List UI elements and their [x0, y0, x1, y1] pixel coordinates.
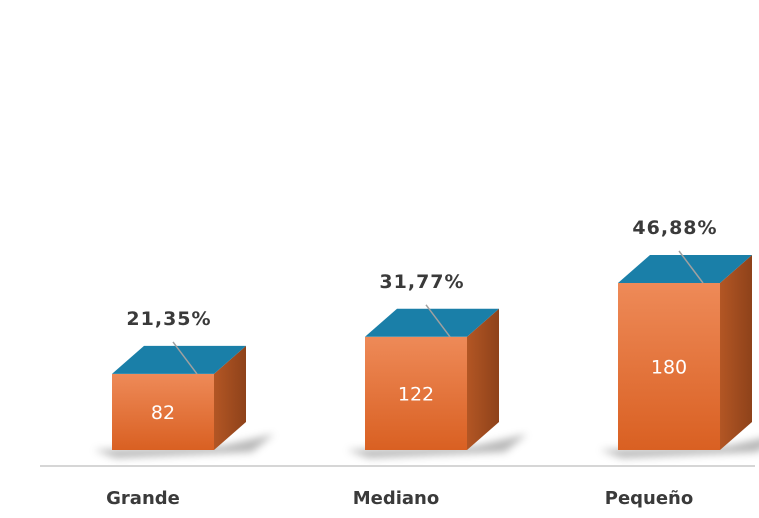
labels-layer: 82 21,35% Grande 122 31,77% Mediano 180 46,88% P… [106, 217, 717, 509]
value-label-grande: 82 [151, 402, 175, 424]
bar-pequeno [618, 283, 720, 450]
bar-side-mediano [467, 308, 499, 450]
category-label-mediano: Mediano [353, 488, 440, 509]
bar-shadow-mediano [347, 434, 527, 458]
leader-line-grande [172, 341, 198, 375]
value-label-pequeno: 180 [651, 357, 687, 379]
bar-side-pequeno [720, 255, 752, 450]
bar-shadow-grande [94, 434, 274, 458]
value-label-mediano: 122 [398, 383, 434, 405]
bar-grande [112, 373, 214, 450]
bar-side-grande [214, 345, 246, 450]
category-label-grande: Grande [106, 488, 180, 509]
category-label-pequeno: Pequeño [605, 488, 694, 509]
bar-mediano [365, 336, 467, 450]
percent-label-grande: 21,35% [126, 308, 211, 330]
bar-top-grande [112, 345, 246, 374]
bars-layer [112, 255, 752, 450]
percent-label-mediano: 31,77% [379, 271, 464, 293]
leader-line-pequeno [678, 250, 704, 284]
bar-top-pequeno [618, 255, 752, 283]
percent-label-pequeno: 46,88% [632, 217, 717, 239]
bar-top-mediano [365, 308, 499, 337]
leader-line-mediano [425, 304, 451, 338]
